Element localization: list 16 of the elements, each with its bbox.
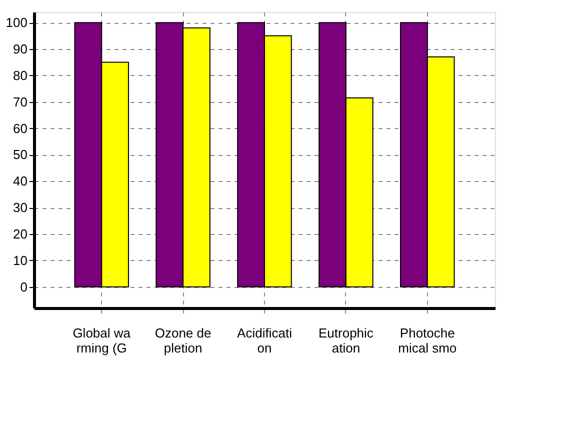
- y-tick-label: 20: [13, 226, 28, 242]
- x-tick-label: Eutrophic ation: [318, 326, 374, 356]
- y-tick-label: 10: [13, 252, 28, 268]
- y-tick-label: 40: [13, 174, 28, 189]
- x-tick-label: Photoche mical smo: [398, 326, 457, 356]
- y-tick-label: 70: [13, 94, 28, 110]
- y-tick-label: 30: [13, 200, 28, 216]
- y-tick-label: 100: [6, 15, 28, 30]
- y-tick-label: 50: [13, 147, 28, 162]
- y-tick-label: 90: [13, 42, 28, 56]
- x-tick-label: Ozone de pletion: [154, 326, 212, 356]
- x-tick-label: Acidificati on: [237, 326, 292, 356]
- x-tick-label: Global wa rming (G: [72, 326, 132, 356]
- y-tick-label: 60: [13, 120, 28, 136]
- y-tick-label: 0: [20, 279, 28, 294]
- y-tick-label: 80: [13, 68, 28, 83]
